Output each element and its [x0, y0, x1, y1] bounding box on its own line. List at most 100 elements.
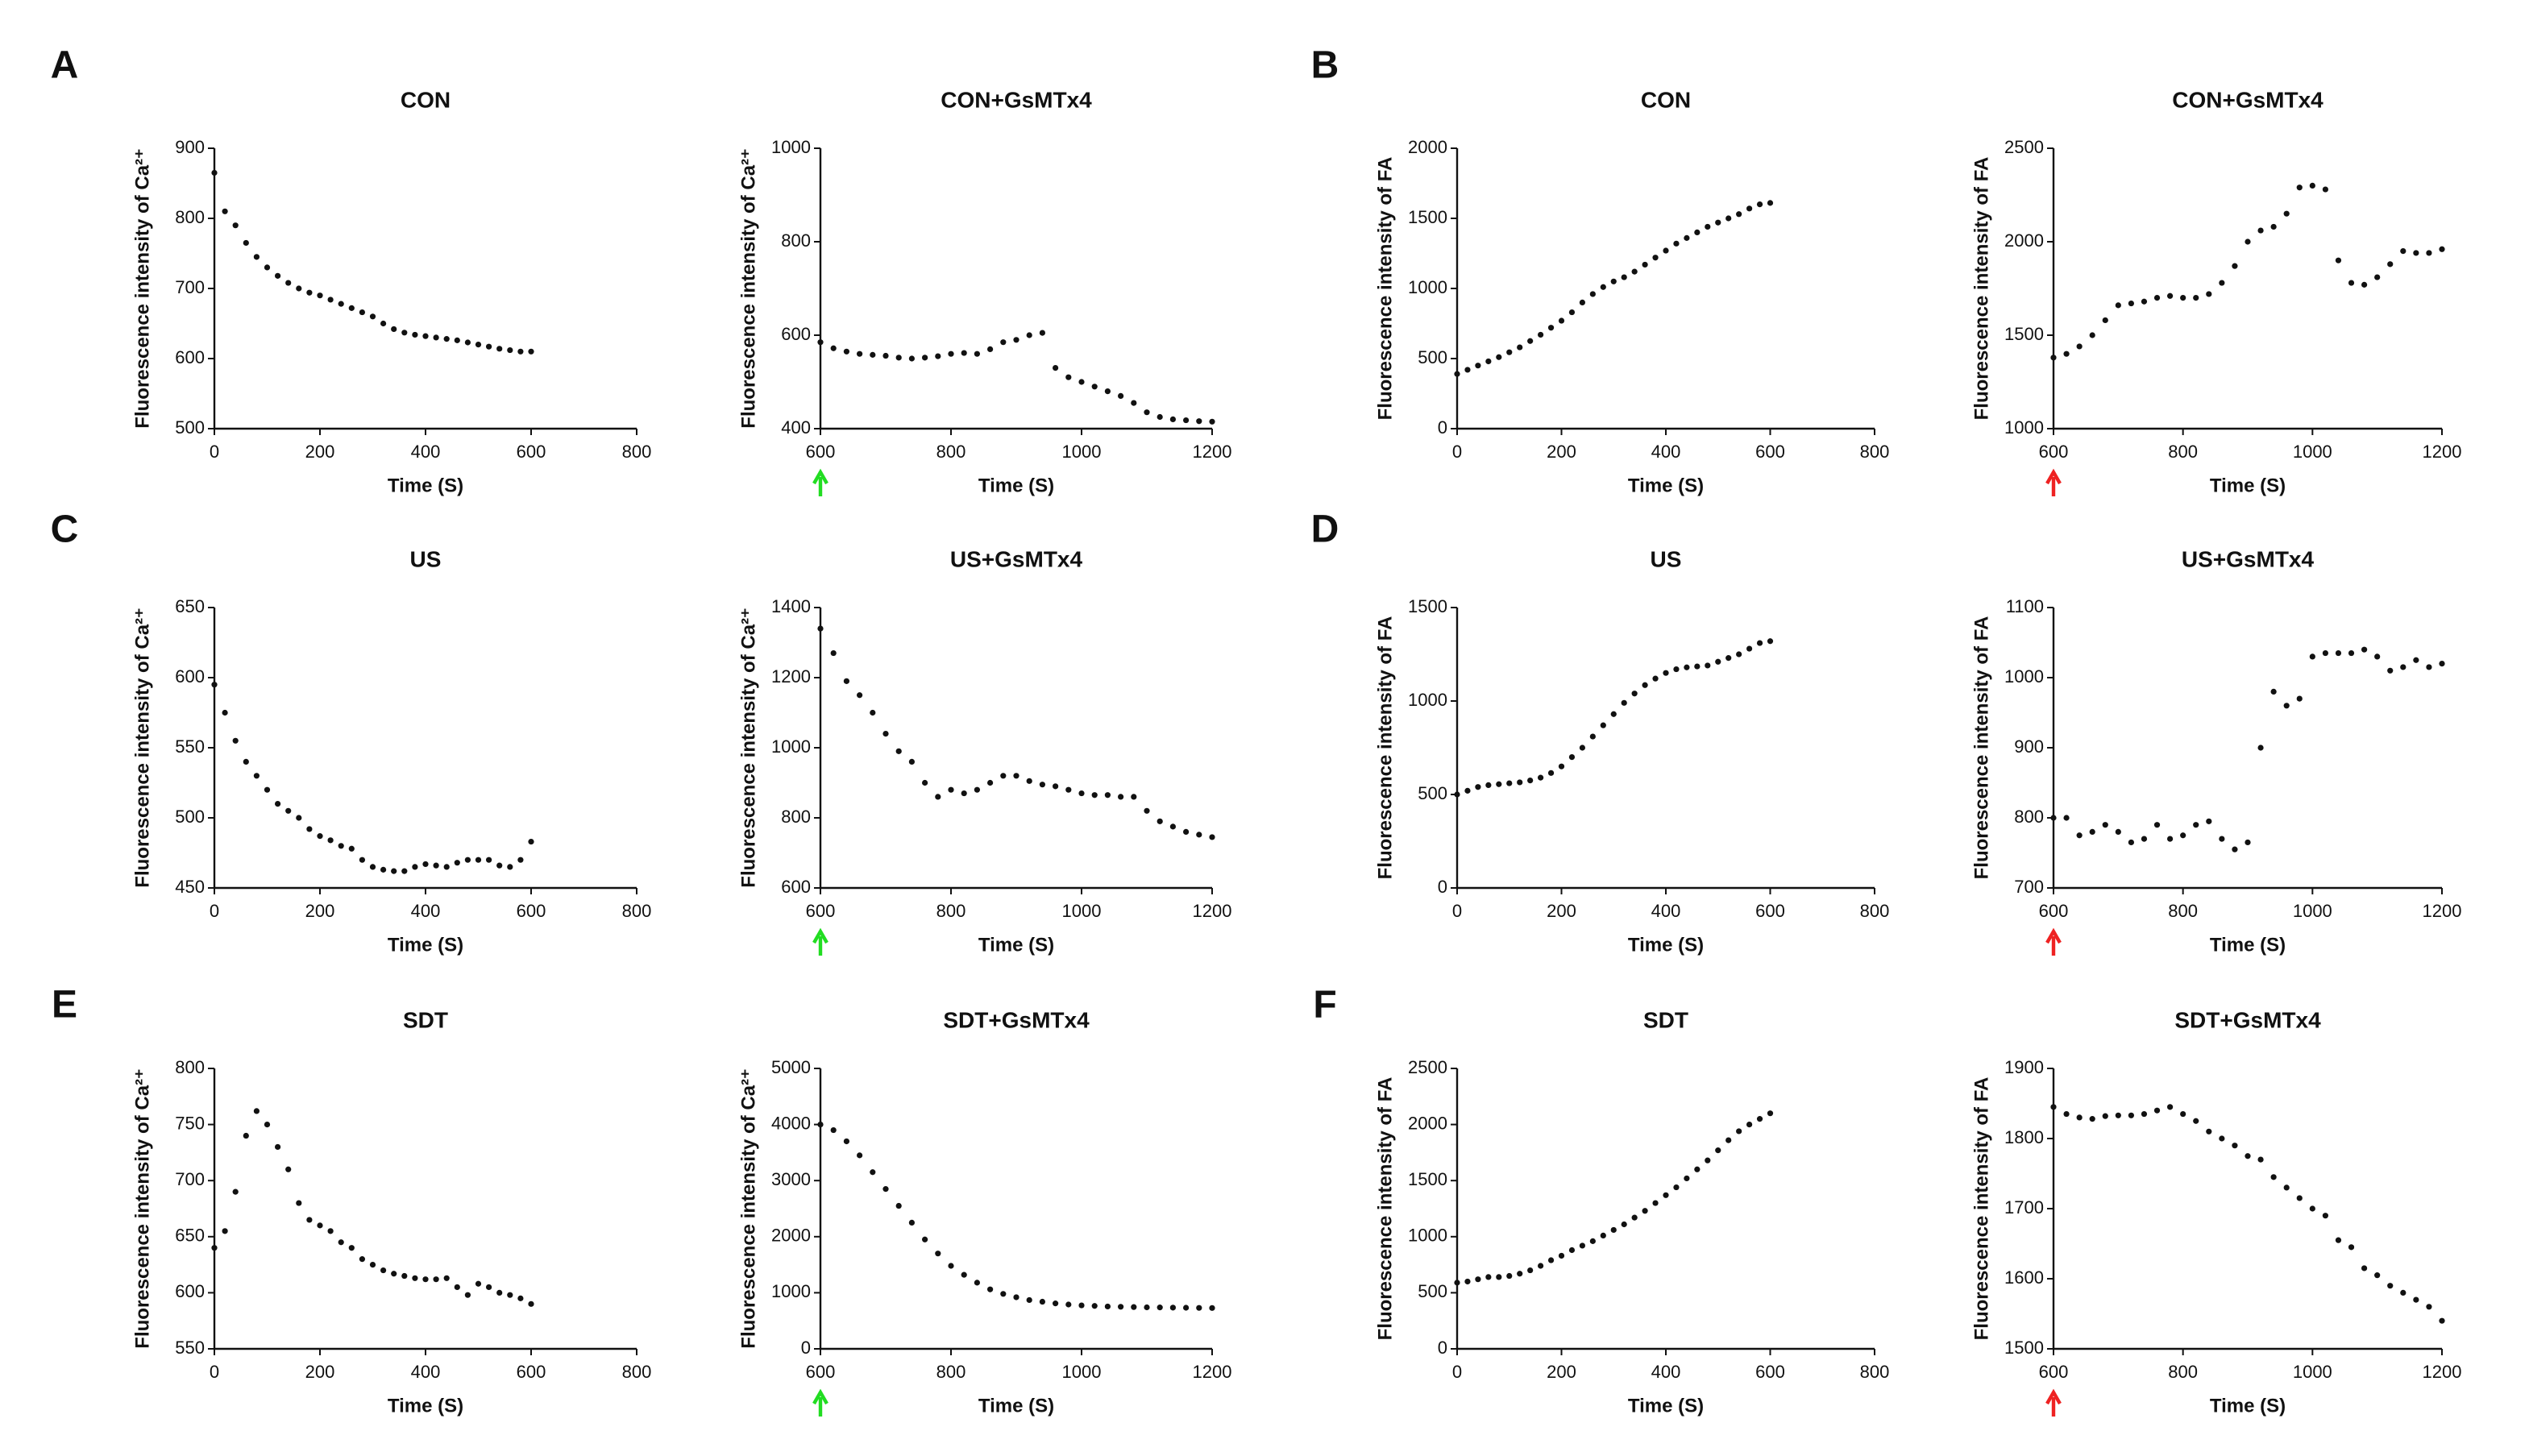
data-point — [296, 815, 302, 821]
data-point — [222, 709, 228, 716]
data-point — [2232, 1143, 2238, 1149]
data-point — [961, 790, 967, 797]
data-point — [1039, 782, 1045, 788]
data-point — [1767, 1110, 1774, 1117]
x-axis-label: Time (S) — [978, 475, 1054, 496]
data-point — [464, 1292, 471, 1298]
x-tick-label: 800 — [1860, 1362, 1890, 1382]
data-point — [2309, 1205, 2315, 1212]
data-point — [454, 1284, 460, 1291]
y-tick-label: 700 — [2014, 877, 2044, 897]
data-point — [870, 351, 876, 358]
data-point — [2206, 291, 2212, 297]
data-point — [391, 326, 397, 333]
data-point — [817, 1122, 824, 1128]
data-point — [2270, 688, 2277, 695]
data-point — [2128, 300, 2134, 307]
chart-title: CON — [1641, 87, 1691, 112]
data-point — [2193, 822, 2199, 828]
y-tick-label: 500 — [1418, 1281, 1447, 1301]
y-tick-label: 1000 — [2004, 666, 2044, 687]
y-axis-label: Fluorescence intensity of Ca²⁺ — [737, 608, 759, 887]
x-tick-label: 400 — [411, 1362, 441, 1382]
data-point — [1705, 662, 1711, 669]
x-axis-label: Time (S) — [978, 1395, 1054, 1417]
data-point — [2387, 261, 2394, 268]
data-point — [2283, 703, 2290, 709]
data-point — [391, 868, 397, 874]
y-tick-label: 1600 — [2004, 1267, 2044, 1288]
data-point — [412, 1275, 418, 1281]
data-point — [496, 862, 503, 869]
x-tick-label: 200 — [1547, 901, 1576, 921]
x-axis-label: Time (S) — [1628, 1395, 1704, 1417]
data-point — [1517, 344, 1523, 351]
data-point — [443, 864, 450, 870]
data-point — [857, 351, 863, 357]
data-point — [422, 861, 429, 868]
data-point — [327, 297, 334, 303]
data-point — [243, 239, 249, 247]
data-point — [338, 843, 344, 849]
data-point — [2322, 186, 2328, 193]
data-point — [1621, 699, 1627, 706]
y-tick-label: 600 — [781, 877, 811, 897]
data-point — [1746, 645, 1753, 652]
x-axis-label: Time (S) — [2210, 475, 2286, 496]
chart-title: SDT+GsMTx4 — [943, 1007, 1090, 1032]
data-point — [211, 169, 218, 176]
data-point — [2309, 653, 2315, 660]
x-tick-label: 600 — [2039, 442, 2069, 462]
y-tick-label: 900 — [2014, 736, 2044, 757]
data-point — [1767, 638, 1774, 645]
data-point — [2153, 1107, 2161, 1114]
data-point — [528, 348, 534, 355]
data-point — [1517, 1271, 1523, 1277]
x-tick-label: 800 — [1860, 901, 1890, 921]
data-point — [830, 1126, 837, 1134]
data-point — [401, 868, 408, 874]
y-tick-label: 1500 — [2004, 324, 2044, 344]
data-point — [507, 864, 513, 870]
data-point — [433, 862, 439, 869]
data-point — [1053, 783, 1059, 790]
y-tick-label: 3000 — [771, 1169, 811, 1189]
data-point — [843, 678, 849, 684]
x-tick-label: 800 — [2168, 901, 2198, 921]
x-tick-label: 400 — [1651, 901, 1681, 921]
x-tick-label: 1000 — [2293, 442, 2332, 462]
data-point — [948, 786, 954, 793]
data-point — [1756, 640, 1763, 646]
y-tick-label: 550 — [175, 1338, 205, 1358]
data-point — [1673, 1184, 1680, 1191]
data-point — [2050, 1104, 2057, 1110]
data-point — [2115, 828, 2121, 835]
data-point — [2348, 649, 2355, 657]
data-point — [2296, 695, 2303, 702]
y-tick-label: 0 — [1438, 877, 1447, 897]
y-tick-label: 4000 — [771, 1113, 811, 1133]
x-tick-label: 800 — [622, 901, 652, 921]
x-axis-label: Time (S) — [388, 475, 463, 496]
data-point — [285, 1166, 292, 1172]
data-point — [517, 1295, 524, 1301]
data-point — [2374, 274, 2381, 280]
data-point — [1684, 234, 1690, 241]
data-point — [935, 353, 941, 359]
data-point — [2400, 1289, 2406, 1296]
data-point — [517, 348, 524, 355]
data-point — [327, 1228, 334, 1234]
data-point — [2219, 836, 2225, 842]
x-axis-label: Time (S) — [1628, 475, 1704, 496]
x-tick-label: 800 — [2168, 442, 2198, 462]
data-point — [987, 779, 994, 786]
x-axis-label: Time (S) — [1628, 934, 1704, 956]
x-tick-label: 1200 — [1193, 901, 1232, 921]
data-point — [817, 339, 824, 346]
y-axis-label: Fluorescence intensity of FA — [1374, 1077, 1396, 1341]
data-point — [1196, 1305, 1202, 1311]
data-point — [359, 309, 365, 316]
y-tick-label: 2000 — [1408, 137, 1447, 157]
data-point — [1517, 779, 1523, 786]
